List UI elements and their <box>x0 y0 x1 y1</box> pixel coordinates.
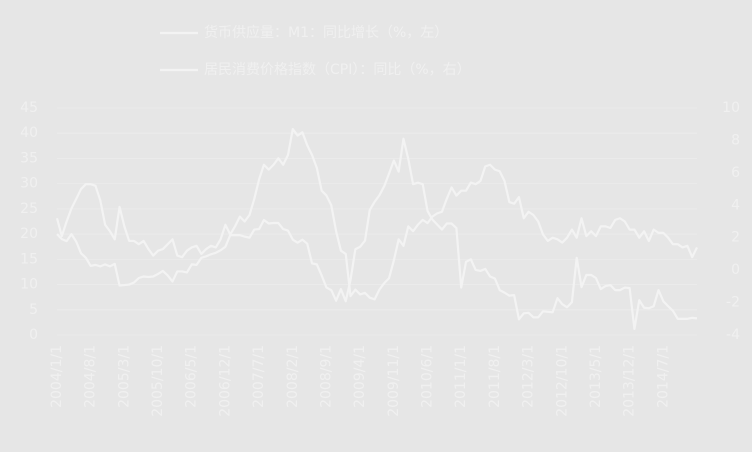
y-tick-label: 0 <box>29 327 38 343</box>
y-tick-label: 35 <box>20 150 38 166</box>
x-tick-label: 2013/12/1 <box>622 345 638 417</box>
x-tick-label: 2005/10/1 <box>150 345 166 417</box>
x-tick-label: 2014/7/1 <box>655 345 671 408</box>
x-tick-label: 2009/4/1 <box>352 345 368 408</box>
x-tick-label: 2012/3/1 <box>521 345 537 408</box>
series-line <box>56 137 698 331</box>
x-tick-label: 2006/5/1 <box>184 345 200 408</box>
y-tick-label: 15 <box>20 251 38 267</box>
series-line <box>55 127 698 301</box>
x-tick-label: 2013/5/1 <box>588 345 604 408</box>
legend-label: 货币供应量：M1：同比增长（%，左） <box>204 24 448 41</box>
y2-tick-label: -2 <box>726 295 740 311</box>
y-tick-label: 40 <box>20 125 38 141</box>
y2-tick-label: -4 <box>726 327 740 343</box>
x-tick-label: 2007/7/1 <box>251 345 267 408</box>
y-tick-label: 10 <box>20 277 38 293</box>
x-tick-label: 2012/10/1 <box>554 345 570 417</box>
y2-tick-label: 10 <box>722 100 740 116</box>
x-tick-label: 2011/1/1 <box>453 345 469 408</box>
x-tick-label: 2006/12/1 <box>217 345 233 417</box>
y2-tick-label: 6 <box>731 165 740 181</box>
x-tick-label: 2010/6/1 <box>420 345 436 408</box>
x-tick-label: 2005/3/1 <box>116 345 132 408</box>
y-tick-label: 30 <box>20 176 38 192</box>
x-tick-label: 2008/9/1 <box>318 345 334 408</box>
y2-tick-label: 4 <box>731 197 740 213</box>
y2-tick-label: 0 <box>731 262 740 278</box>
y-tick-label: 45 <box>20 100 38 116</box>
y2-tick-label: 2 <box>731 230 740 246</box>
y2-tick-label: 8 <box>731 132 740 148</box>
x-tick-label: 2009/11/1 <box>386 345 402 417</box>
x-tick-label: 2004/8/1 <box>83 345 99 408</box>
legend-label: 居民消费价格指数（CPI）：同比（%，右） <box>204 62 471 78</box>
y-tick-label: 20 <box>20 226 38 242</box>
y-tick-label: 25 <box>20 201 38 217</box>
x-tick-label: 2011/8/1 <box>487 345 503 408</box>
y-tick-label: 5 <box>29 302 38 318</box>
x-tick-label: 2004/1/1 <box>49 345 65 408</box>
x-tick-label: 2008/2/1 <box>285 345 301 408</box>
